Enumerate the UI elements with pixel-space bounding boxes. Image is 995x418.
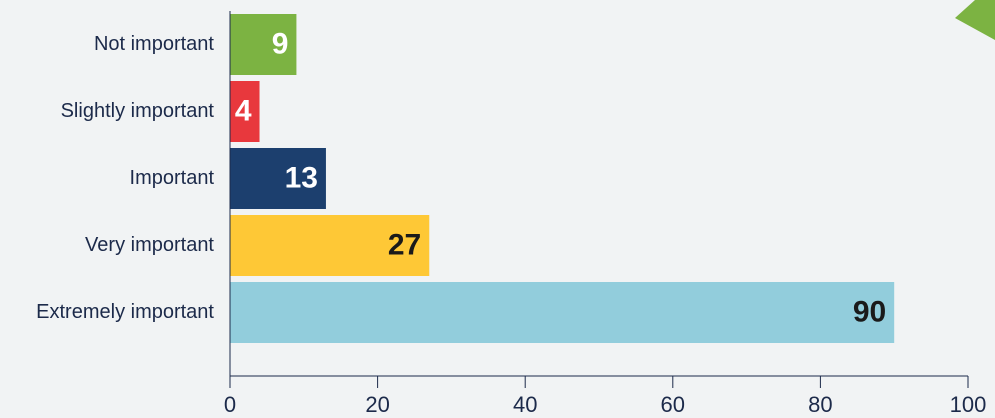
value-label: 4 (235, 94, 252, 127)
y-tick-label: Important (130, 167, 215, 189)
value-label: 27 (388, 228, 421, 261)
chart: Not important 9 Slightly important 4 Importa… (0, 0, 995, 418)
y-tick-label: Not important (94, 33, 214, 55)
bar (230, 282, 894, 343)
y-tick-label: Slightly important (61, 100, 215, 122)
x-tick-label: 100 (950, 392, 987, 417)
x-tick-label: 20 (365, 392, 389, 417)
x-tick-label: 0 (224, 392, 236, 417)
value-label: 9 (272, 27, 289, 60)
value-label: 90 (853, 295, 886, 328)
page: Not important 9 Slightly important 4 Importa… (0, 0, 995, 418)
x-tick-label: 60 (661, 392, 685, 417)
x-tick-label: 40 (513, 392, 537, 417)
y-tick-label: Extremely important (36, 301, 214, 323)
y-tick-label: Very important (85, 234, 214, 256)
value-label: 13 (285, 161, 318, 194)
decoration (955, 0, 995, 40)
x-tick-label: 80 (808, 392, 832, 417)
